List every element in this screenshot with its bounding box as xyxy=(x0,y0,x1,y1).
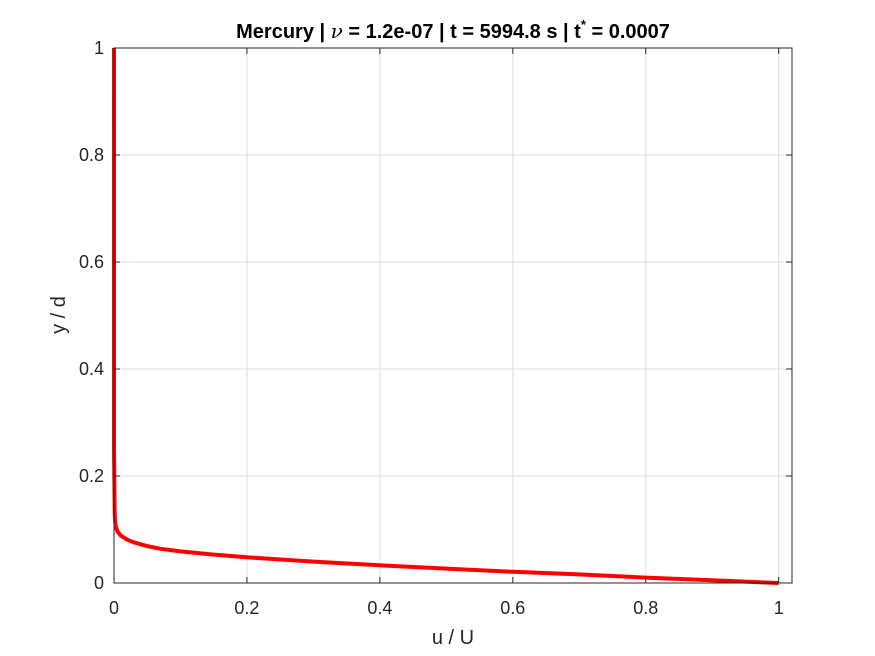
x-tick-label: 0 xyxy=(109,598,119,618)
title-suffix: = 0.0007 xyxy=(586,21,670,43)
x-axis-label: u / U xyxy=(432,627,474,649)
series-layer xyxy=(112,48,779,585)
plot-area xyxy=(112,47,793,585)
y-ticks xyxy=(114,47,792,584)
y-tick-label: 1 xyxy=(94,38,104,58)
title-middle: = 1.2e-07 | t = 5994.8 s | t xyxy=(343,21,581,43)
series-line xyxy=(112,48,779,585)
y-tick-labels: 0 0.2 0.4 0.6 0.8 1 xyxy=(79,38,104,593)
title-superscript: * xyxy=(581,17,587,32)
x-tick-label: 0.8 xyxy=(633,598,658,618)
title-nu-symbol: ν xyxy=(331,19,343,43)
x-ticks xyxy=(113,48,780,583)
x-tick-label: 1 xyxy=(774,598,784,618)
y-tick-label: 0.4 xyxy=(79,359,104,379)
y-tick-label: 0 xyxy=(94,573,104,593)
x-tick-label: 0.6 xyxy=(500,598,525,618)
axes-box xyxy=(113,47,793,584)
y-tick-label: 0.8 xyxy=(79,145,104,165)
y-tick-label: 0.6 xyxy=(79,252,104,272)
title-prefix: Mercury | xyxy=(236,21,331,43)
chart-title: Mercury | ν = 1.2e-07 | t = 5994.8 s | t… xyxy=(236,17,670,43)
x-tick-label: 0.4 xyxy=(367,598,392,618)
y-axis-label: y / d xyxy=(48,296,70,334)
x-tick-labels: 0 0.2 0.4 0.6 0.8 1 xyxy=(109,598,784,618)
x-tick-label: 0.2 xyxy=(234,598,259,618)
axes-background xyxy=(114,48,792,583)
y-tick-label: 0.2 xyxy=(79,466,104,486)
